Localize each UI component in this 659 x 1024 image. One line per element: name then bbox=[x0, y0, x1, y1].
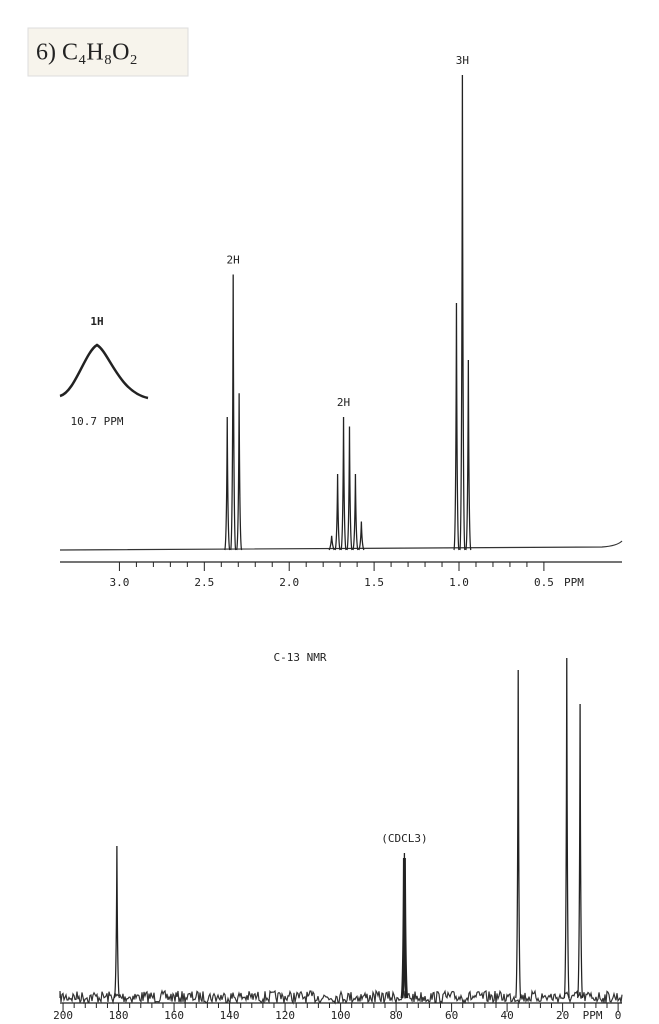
x-tick-label: 0.5 bbox=[534, 576, 554, 589]
inset-caption: 10.7 PPM bbox=[71, 415, 124, 428]
peak bbox=[515, 669, 522, 999]
peak bbox=[401, 852, 408, 999]
x-tick-label: 2.0 bbox=[279, 576, 299, 589]
peak bbox=[352, 473, 359, 551]
peak bbox=[224, 416, 231, 551]
x-tick-label: 180 bbox=[109, 1009, 129, 1022]
peak bbox=[453, 302, 460, 551]
chart-title: C-13 NMR bbox=[274, 651, 327, 664]
x-tick-label: 160 bbox=[164, 1009, 184, 1022]
figure-title: 6) C₄H₈O₂ bbox=[36, 40, 138, 66]
peak bbox=[113, 845, 121, 999]
peak bbox=[576, 703, 584, 999]
x-tick-label: 200 bbox=[53, 1009, 73, 1022]
peak bbox=[563, 657, 570, 999]
peak bbox=[465, 359, 472, 551]
x-tick-label: 1.5 bbox=[364, 576, 384, 589]
baseline bbox=[59, 540, 623, 551]
x-axis-label: PPM bbox=[564, 576, 584, 589]
inset-peak bbox=[59, 343, 149, 400]
x-tick-label: 120 bbox=[275, 1009, 295, 1022]
peak bbox=[402, 857, 409, 999]
peak bbox=[328, 535, 335, 551]
peak-annotation: 2H bbox=[337, 396, 350, 409]
peak-annotation: (CDCL3) bbox=[381, 832, 427, 845]
x-tick-label: 0 bbox=[615, 1009, 622, 1022]
peak bbox=[459, 74, 466, 551]
x-tick-label: 20 bbox=[556, 1009, 569, 1022]
x-tick-label: 60 bbox=[445, 1009, 458, 1022]
x-axis-label: PPM bbox=[583, 1009, 603, 1022]
inset-label: 1H bbox=[90, 315, 103, 328]
peak-annotation: 2H bbox=[227, 254, 240, 267]
x-tick-label: 3.0 bbox=[109, 576, 129, 589]
x-tick-label: 40 bbox=[500, 1009, 513, 1022]
peak bbox=[358, 521, 365, 551]
peak bbox=[346, 426, 353, 551]
peak bbox=[334, 473, 341, 551]
peak bbox=[230, 274, 237, 551]
peak-annotation: 3H bbox=[456, 54, 469, 67]
title-box bbox=[27, 27, 189, 77]
x-tick-label: 80 bbox=[389, 1009, 402, 1022]
peak bbox=[235, 393, 243, 551]
peak bbox=[340, 416, 347, 551]
x-tick-label: 1.0 bbox=[449, 576, 469, 589]
x-tick-label: 2.5 bbox=[194, 576, 214, 589]
x-tick-label: 100 bbox=[331, 1009, 351, 1022]
baseline-noise bbox=[59, 989, 623, 1005]
peak bbox=[400, 857, 407, 999]
x-tick-label: 140 bbox=[220, 1009, 240, 1022]
